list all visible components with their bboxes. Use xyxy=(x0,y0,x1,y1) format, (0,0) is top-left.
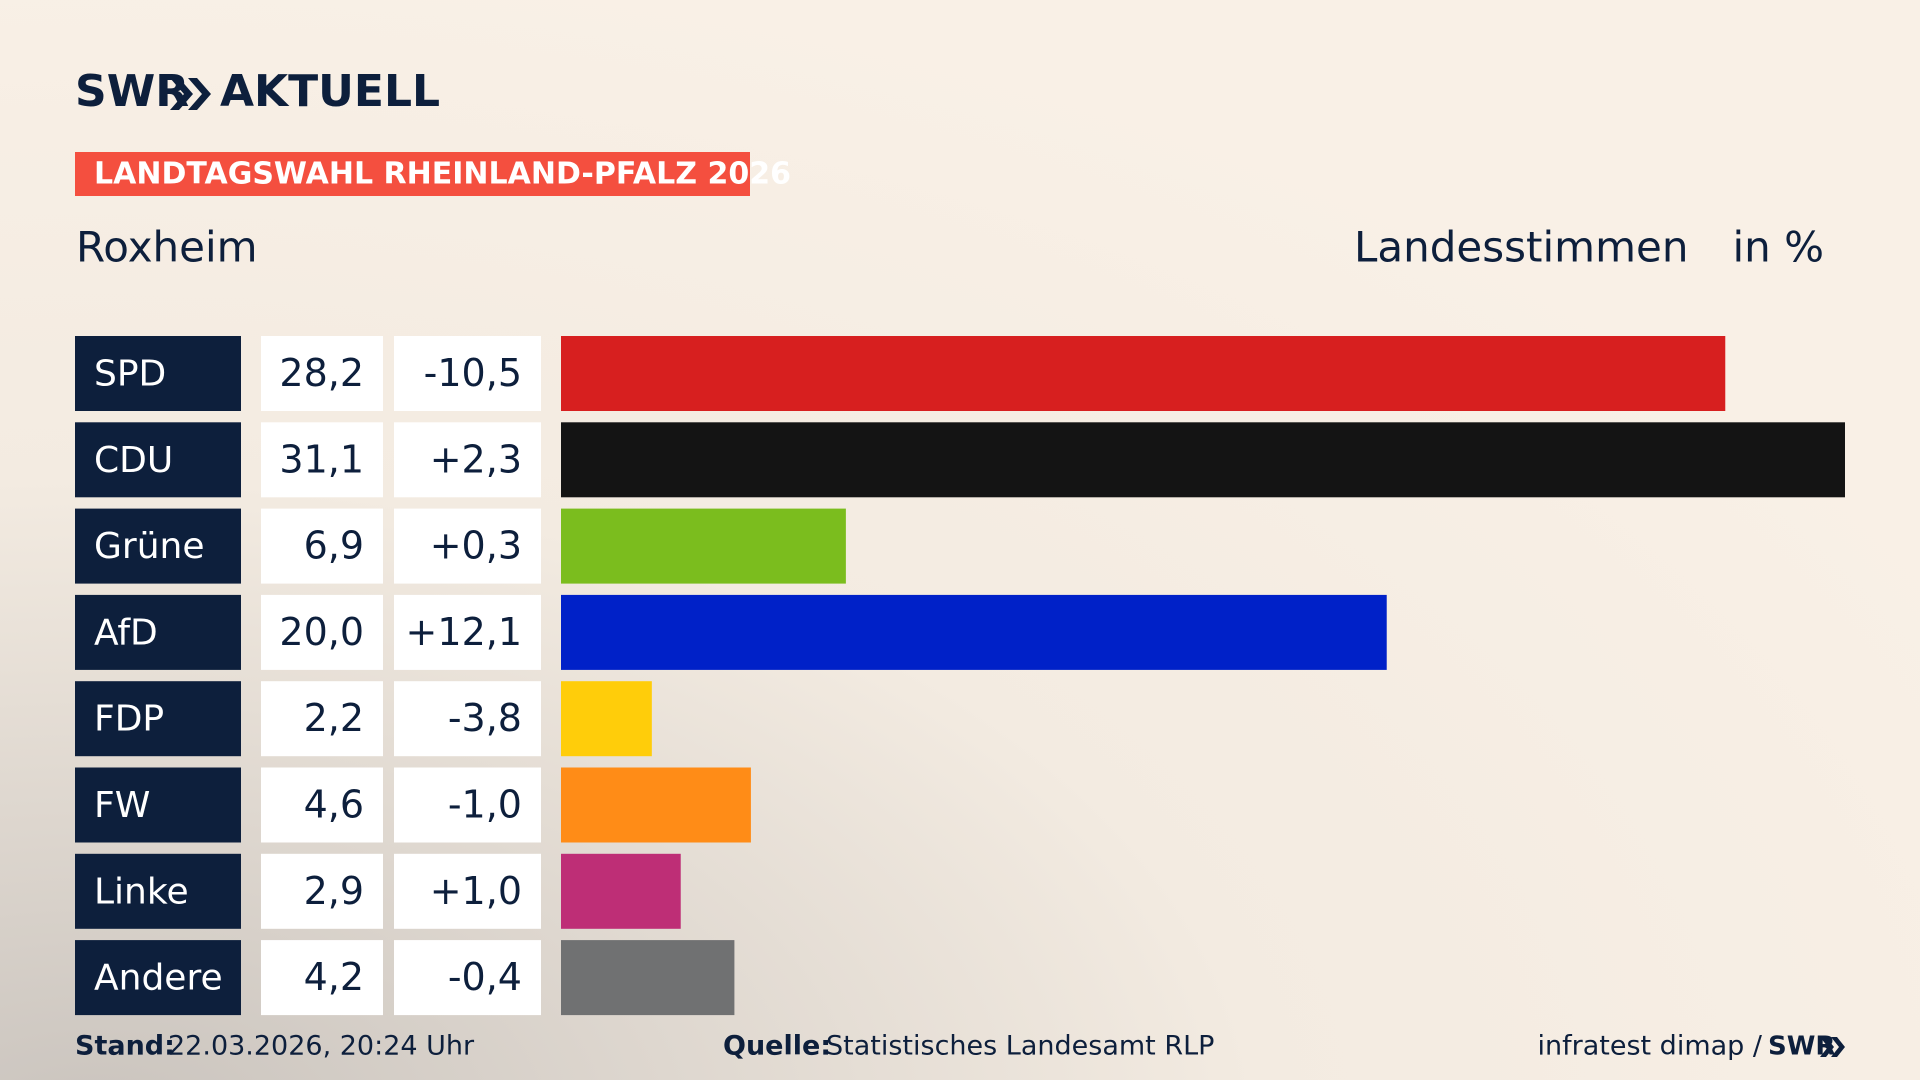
bar xyxy=(561,594,1387,670)
party-box xyxy=(75,594,241,670)
bar xyxy=(561,940,735,1016)
chart-title: LANDTAGSWAHL RHEINLAND-PFALZ 2026 xyxy=(94,157,791,192)
change-box xyxy=(394,422,541,498)
date-label: Stand: xyxy=(75,1031,175,1062)
value-box xyxy=(261,853,383,929)
value-box xyxy=(261,594,383,670)
party-box xyxy=(75,767,241,843)
unit: in % xyxy=(1732,223,1824,272)
party-box xyxy=(75,422,241,498)
party-box xyxy=(75,336,241,411)
change-box xyxy=(394,594,541,670)
change-label: +2,3 xyxy=(430,437,522,481)
party-label: FDP xyxy=(94,699,164,740)
date: 22.03.2026, 20:24 Uhr xyxy=(168,1031,475,1062)
party-label: FW xyxy=(94,785,150,826)
value-label: 31,1 xyxy=(279,437,364,481)
change-box xyxy=(394,508,541,584)
change-label: -3,8 xyxy=(448,696,522,740)
bar xyxy=(561,767,751,843)
change-label: -1,0 xyxy=(448,783,522,827)
source: Statistisches Landesamt RLP xyxy=(826,1031,1214,1062)
value-label: 4,2 xyxy=(304,955,364,999)
credit-chevrons xyxy=(1820,1037,1845,1057)
source-label: Quelle: xyxy=(723,1031,831,1062)
change-label: +12,1 xyxy=(406,610,522,654)
value-label: 2,2 xyxy=(304,696,364,740)
party-box xyxy=(75,508,241,584)
change-label: -0,4 xyxy=(448,955,522,999)
change-box xyxy=(394,853,541,929)
measure: Landesstimmen xyxy=(1354,223,1688,272)
brand-aktuell: AKTUELL xyxy=(220,66,440,117)
value-box xyxy=(261,336,383,411)
party-label: Linke xyxy=(94,871,189,912)
change-box xyxy=(394,767,541,843)
change-label: +0,3 xyxy=(430,524,522,568)
value-box xyxy=(261,422,383,498)
party-label: AfD xyxy=(94,612,158,653)
value-label: 20,0 xyxy=(279,610,364,654)
change-box xyxy=(394,940,541,1016)
brand-chevrons xyxy=(170,78,211,110)
change-box xyxy=(394,681,541,757)
bar xyxy=(561,422,1845,498)
party-label: SPD xyxy=(94,354,166,395)
change-box xyxy=(394,336,541,411)
change-label: +1,0 xyxy=(430,869,522,913)
party-box xyxy=(75,940,241,1016)
party-label: Grüne xyxy=(94,526,204,567)
bar xyxy=(561,508,846,584)
bar xyxy=(561,336,1726,411)
party-box xyxy=(75,853,241,929)
value-box xyxy=(261,681,383,757)
credit: infratest dimap / xyxy=(1537,1031,1762,1062)
change-label: -10,5 xyxy=(424,351,522,395)
party-box xyxy=(75,681,241,757)
brand-swr: SWR xyxy=(75,66,189,117)
value-box xyxy=(261,767,383,843)
value-label: 6,9 xyxy=(304,524,364,568)
value-label: 28,2 xyxy=(279,351,364,395)
party-label: CDU xyxy=(94,440,173,481)
bar xyxy=(561,853,681,929)
value-box xyxy=(261,940,383,1016)
party-label: Andere xyxy=(94,958,223,999)
subtitle: Roxheim xyxy=(76,223,258,272)
bar xyxy=(561,681,652,757)
value-label: 4,6 xyxy=(304,783,364,827)
value-label: 2,9 xyxy=(304,869,364,913)
value-box xyxy=(261,508,383,584)
title-box xyxy=(75,152,750,196)
